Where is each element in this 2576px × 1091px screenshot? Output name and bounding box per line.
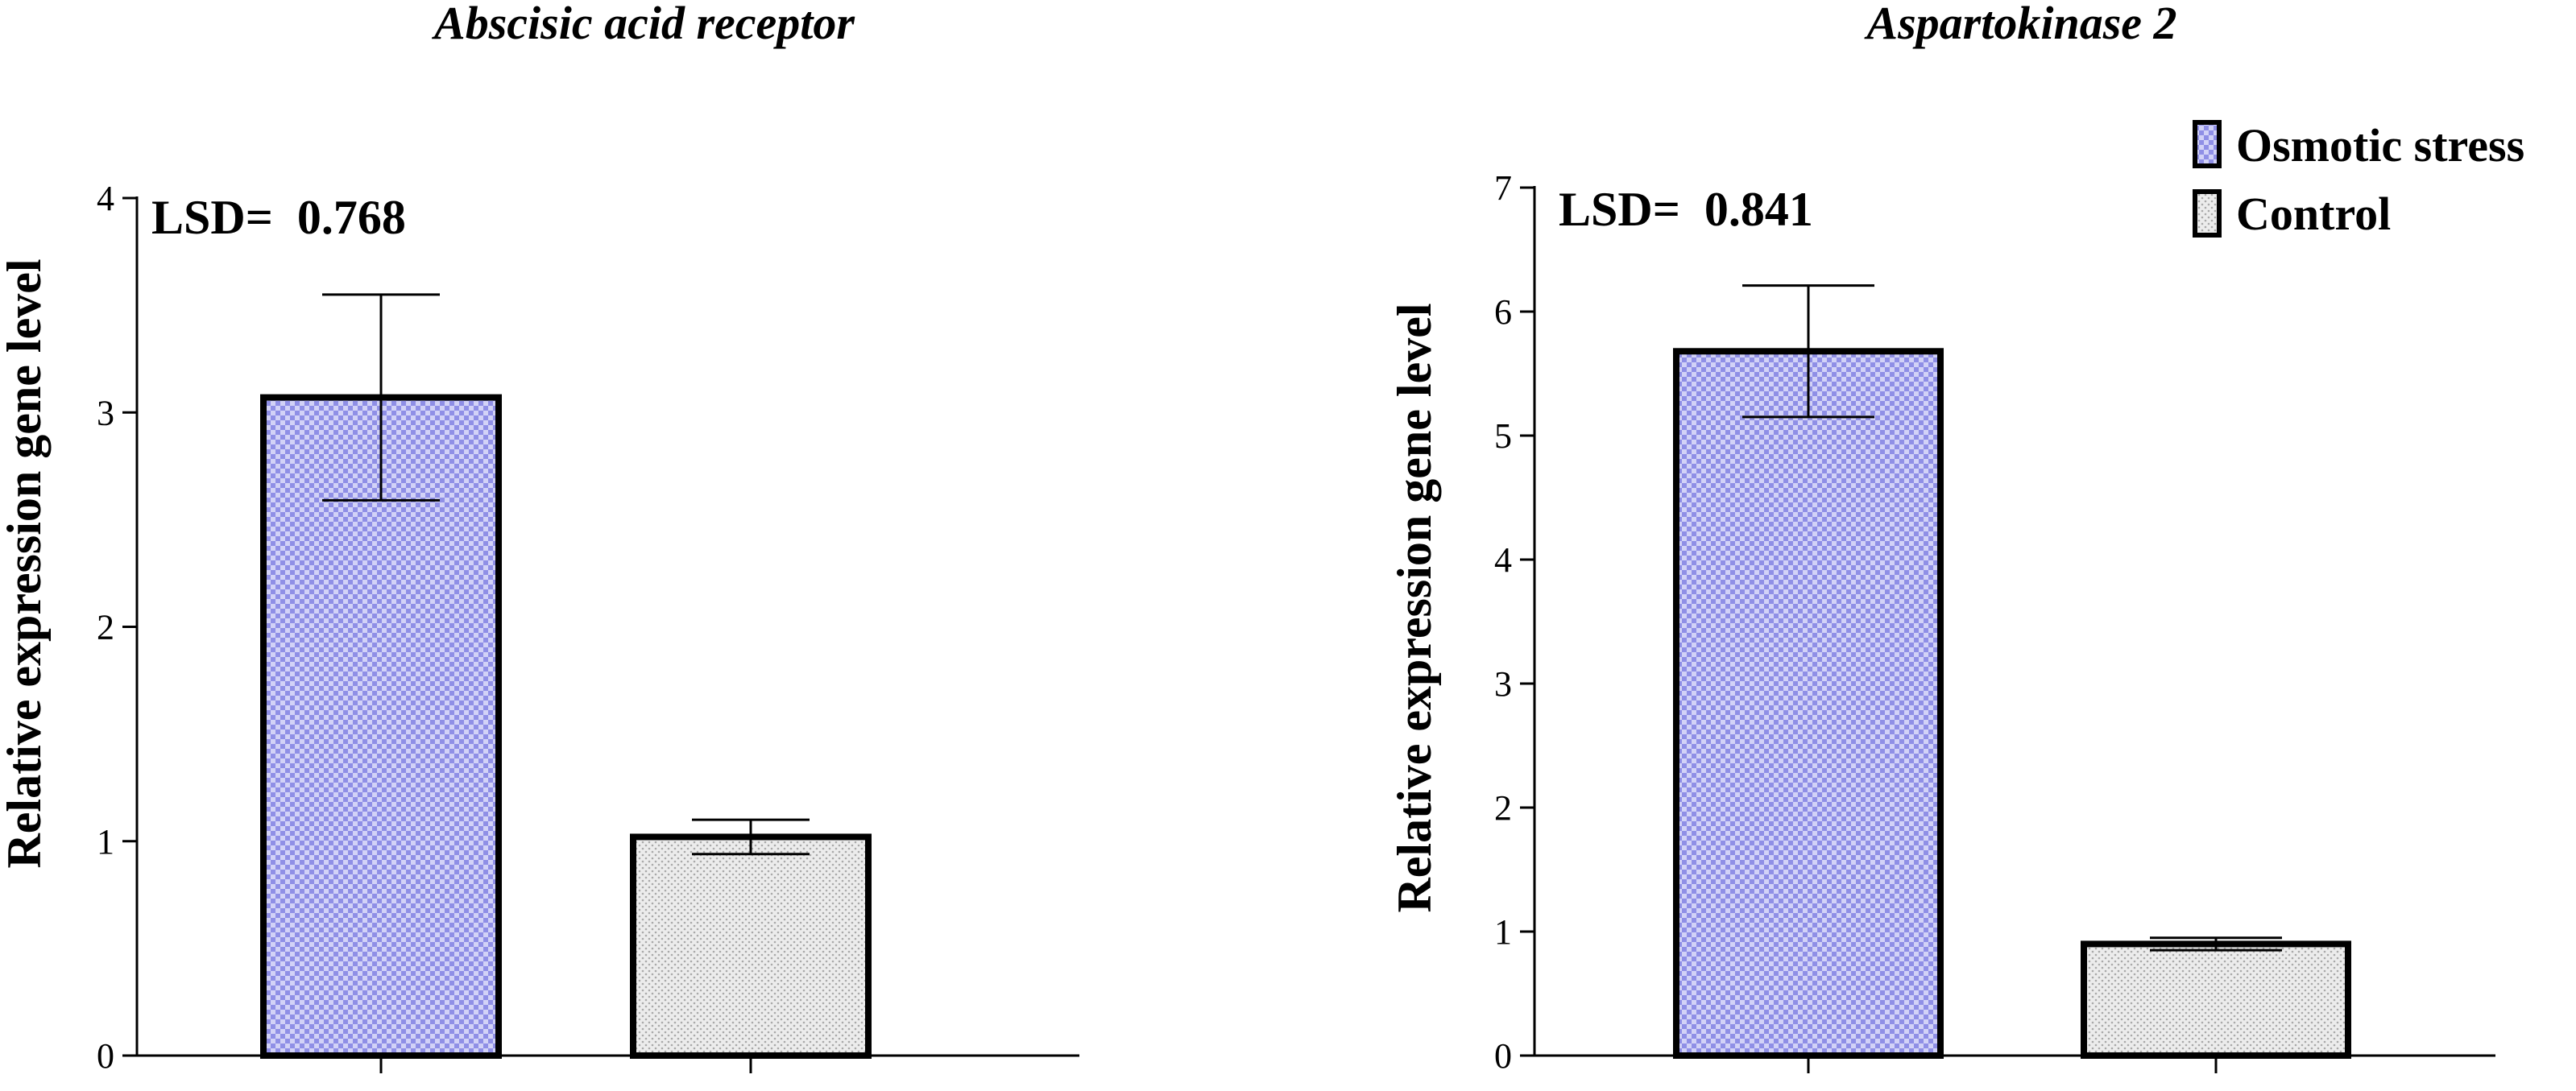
bar-control <box>2081 940 2351 1060</box>
y-tick-label: 1 <box>1494 912 1512 952</box>
y-axis-label: Relative expression gene level <box>0 258 51 868</box>
bar-control <box>630 833 872 1060</box>
plot-area: 0 1 2 3 4 <box>97 179 1079 1076</box>
y-tick-label: 7 <box>1494 168 1512 208</box>
y-tick-label: 3 <box>1494 664 1512 704</box>
legend-item-osmotic-stress: Osmotic stress <box>2193 119 2524 172</box>
chart-title: Abscisic acid receptor <box>432 0 855 49</box>
legend-swatch-control <box>2193 189 2222 238</box>
bar-osmotic-stress <box>1673 348 1944 1059</box>
y-tick-label: 6 <box>1494 292 1512 332</box>
y-tick-label: 3 <box>97 393 114 432</box>
chart-abscisic-acid-receptor: Abscisic acid receptor Relative expressi… <box>0 0 1079 1076</box>
legend-item-control: Control <box>2193 188 2391 240</box>
legend-swatch-osmotic-stress <box>2193 120 2222 168</box>
y-tick-label: 0 <box>1494 1036 1512 1076</box>
legend: Osmotic stress Control <box>2193 119 2524 240</box>
y-tick-label: 2 <box>1494 788 1512 828</box>
legend-label: Osmotic stress <box>2236 119 2524 172</box>
plot-area: 0 1 2 3 4 5 6 7 <box>1494 168 2495 1076</box>
y-tick-label: 4 <box>1494 540 1512 580</box>
y-tick-label: 1 <box>97 822 114 862</box>
y-tick-label: 2 <box>97 608 114 647</box>
y-tick-label: 0 <box>97 1036 114 1076</box>
legend-label: Control <box>2236 188 2391 240</box>
y-tick-label: 5 <box>1494 416 1512 456</box>
chart-title: Aspartokinase 2 <box>1864 0 2176 49</box>
y-tick-label: 4 <box>97 179 114 218</box>
lsd-annotation: LSD= 0.841 <box>1559 183 1813 236</box>
chart-aspartokinase-2: Aspartokinase 2 Relative expression gene… <box>1388 0 2495 1076</box>
y-axis-label: Relative expression gene level <box>1388 303 1441 912</box>
lsd-annotation: LSD= 0.768 <box>151 191 406 244</box>
bar-osmotic-stress <box>260 394 502 1059</box>
